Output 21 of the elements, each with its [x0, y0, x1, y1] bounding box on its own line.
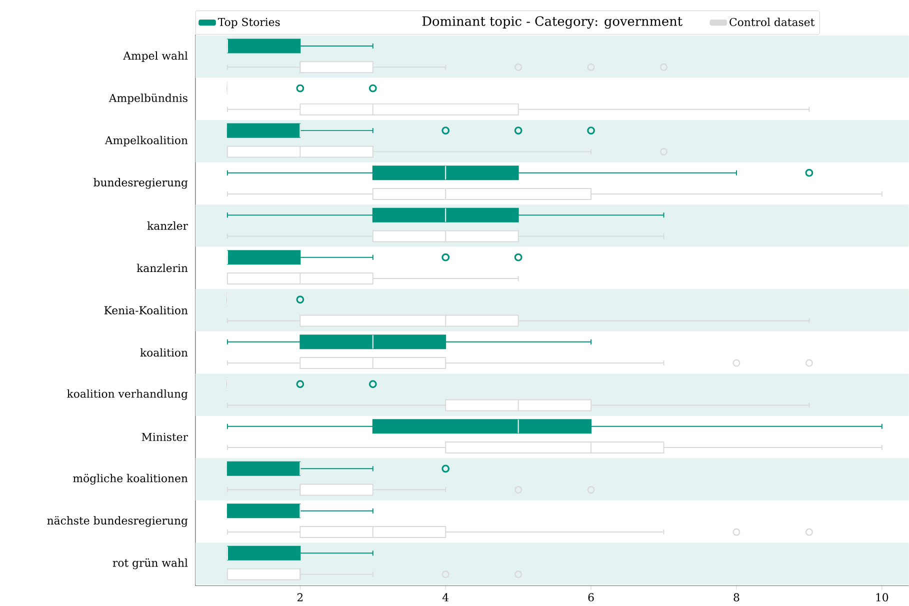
x-tick-label: 2: [297, 593, 303, 602]
y-tick-label: Kenia-Koalition: [104, 306, 188, 315]
y-tick-label: nächste bundesregierung: [47, 516, 188, 528]
y-tick-label: kanzlerin: [136, 264, 188, 272]
y-tick-label: bundesregierung: [94, 178, 188, 189]
legend-label: Top Stories: [218, 18, 280, 28]
x-tick-label: 4: [442, 593, 449, 602]
y-tick-label: Ampelbündnis: [108, 94, 188, 104]
y-tick-label: Ampel wahl: [123, 52, 188, 62]
legend-label: Control dataset: [730, 18, 815, 26]
y-tick-label: kanzler: [147, 222, 188, 230]
y-tick-label: koalition verhandlung: [67, 390, 188, 400]
y-tick-label: mögliche koalitionen: [73, 474, 188, 485]
x-tick-label: 10: [876, 593, 888, 602]
chart-title: Dominant topic - Category: government: [422, 16, 682, 29]
y-tick-label: koalition: [140, 348, 188, 357]
y-tick-label: Ampelkoalition: [104, 136, 188, 147]
x-tick-label: 6: [588, 593, 594, 602]
y-tick-label: rot grün wahl: [112, 558, 188, 570]
x-tick-label: 8: [734, 593, 740, 602]
y-tick-label: Minister: [142, 433, 188, 442]
